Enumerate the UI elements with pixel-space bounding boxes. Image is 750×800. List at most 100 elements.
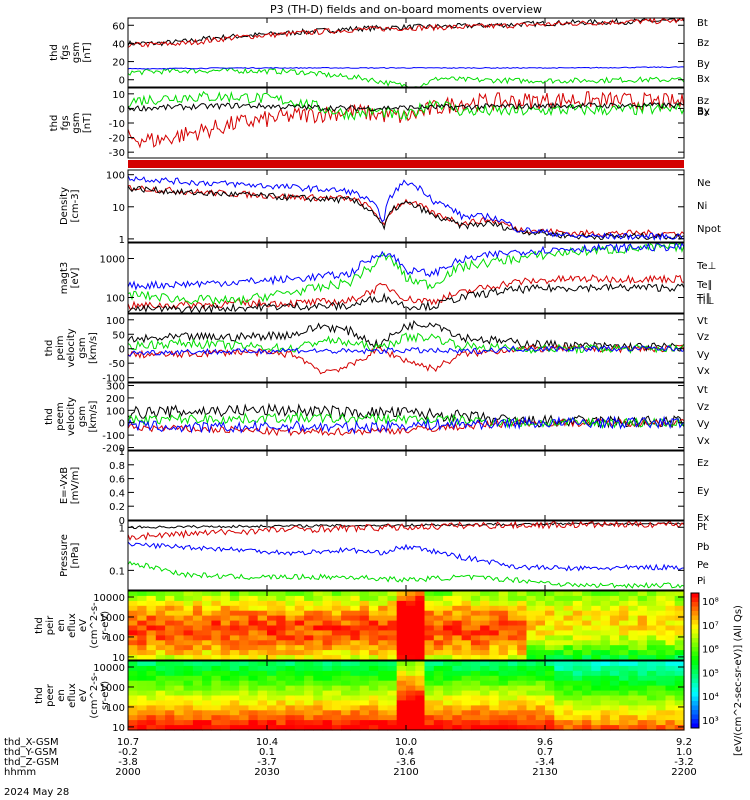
spectrogram-cell — [619, 615, 629, 622]
spectrogram-cell — [656, 630, 667, 636]
spectrogram-cell — [452, 661, 463, 667]
spectrogram-cell — [406, 655, 416, 661]
spectrogram-cell — [396, 705, 407, 711]
spectrogram-cell — [341, 605, 351, 612]
spectrogram-cell — [572, 630, 583, 636]
spectrogram-cell — [526, 615, 537, 622]
spectrogram-cell — [470, 710, 481, 716]
spectrogram-cell — [202, 625, 212, 631]
spectrogram-cell — [406, 630, 416, 636]
spectrogram-cell — [174, 710, 185, 716]
spectrogram-cell — [572, 661, 583, 667]
spectrogram-cell — [563, 700, 574, 706]
panel-frame — [127, 242, 685, 314]
spectrogram-cell — [211, 620, 222, 627]
spectrogram-cell — [637, 600, 648, 607]
spectrogram-cell — [304, 670, 314, 677]
spectrogram-cell — [600, 670, 611, 677]
spectrogram-cell — [656, 725, 667, 731]
spectrogram-cell — [545, 725, 555, 731]
spectrogram-cell — [378, 600, 389, 607]
spectrogram-cell — [128, 690, 138, 697]
spectrogram-cell — [609, 600, 620, 607]
spectrogram-cell — [220, 615, 231, 622]
spectrogram-cell — [563, 640, 574, 646]
spectrogram-cell — [341, 670, 351, 677]
spectrogram-cell — [674, 610, 685, 617]
spectrogram-cell — [646, 661, 657, 667]
colorbar-cell — [691, 593, 699, 598]
spectrogram-cell — [545, 625, 555, 631]
spectrogram-cell — [452, 700, 463, 706]
spectrogram-cell — [285, 600, 296, 607]
spectrogram-cell — [313, 615, 324, 622]
spectrogram-cell — [628, 715, 639, 721]
spectrogram-cell — [600, 675, 611, 682]
y-tick-label: 0.4 — [109, 488, 125, 499]
spectrogram-cell — [470, 600, 481, 607]
spectrogram-cell — [387, 680, 398, 687]
spectrogram-cell — [656, 645, 667, 651]
spectrogram-cell — [433, 595, 444, 602]
spectrogram-cell — [276, 615, 287, 622]
spectrogram-cell — [526, 670, 537, 677]
spectrogram-cell — [229, 610, 240, 617]
spectrogram-cell — [489, 635, 500, 641]
spectrogram-cell — [137, 720, 148, 726]
spectrogram-cell — [331, 655, 342, 661]
spectrogram-cell — [359, 685, 370, 692]
spectrogram-cell — [294, 695, 305, 701]
spectrogram-cell — [480, 670, 490, 677]
spectrogram-cell — [600, 665, 611, 672]
spectrogram-cell — [257, 640, 268, 646]
spectrogram-cell — [211, 710, 222, 716]
spectrogram-cell — [433, 645, 444, 651]
x-axis-value: -3.2 — [674, 757, 694, 768]
spectrogram-cell — [517, 595, 528, 602]
spectrogram-cell — [183, 625, 194, 631]
spectrogram-cell — [480, 620, 490, 627]
spectrogram-cell — [128, 695, 138, 701]
y-axis-label: en — [56, 689, 67, 702]
spectrogram-cell — [526, 650, 537, 656]
spectrogram-cell — [267, 610, 277, 617]
spectrogram-cell — [443, 690, 453, 697]
spectrogram-cell — [415, 661, 426, 667]
spectrogram-cell — [582, 620, 592, 627]
spectrogram-cell — [322, 710, 333, 716]
spectrogram-cell — [535, 675, 546, 682]
spectrogram-cell — [359, 630, 370, 636]
spectrogram-cell — [211, 591, 222, 597]
spectrogram-cell — [285, 591, 296, 597]
spectrogram-cell — [452, 670, 463, 677]
spectrogram-cell — [267, 690, 277, 697]
spectrogram-cell — [489, 705, 500, 711]
y-axis-label: (cm^2-s- — [89, 602, 100, 649]
spectrogram-cell — [674, 675, 685, 682]
spectrogram-cell — [174, 661, 185, 667]
spectrogram-cell — [387, 620, 398, 627]
spectrogram-cell — [267, 700, 277, 706]
spectrogram-cell — [322, 591, 333, 597]
spectrogram-cell — [192, 695, 203, 701]
spectrogram-cell — [443, 665, 453, 672]
spectrogram-cell — [461, 645, 472, 651]
spectrogram-cell — [304, 710, 314, 716]
spectrogram-cell — [591, 630, 602, 636]
spectrogram-cell — [155, 720, 166, 726]
spectrogram-cell — [461, 715, 472, 721]
spectrogram-cell — [368, 675, 379, 682]
spectrogram-cell — [128, 680, 138, 687]
spectrogram-cell — [554, 675, 565, 682]
spectrogram-cell — [582, 715, 592, 721]
spectrogram-cell — [229, 600, 240, 607]
spectrogram-cell — [267, 640, 277, 646]
legend-label-By: By — [697, 106, 710, 117]
y-tick-label: -30 — [109, 148, 125, 159]
spectrogram-cell — [554, 650, 565, 656]
spectrogram-cell — [165, 695, 175, 701]
spectrogram-cell — [563, 650, 574, 656]
spectrogram-cell — [609, 655, 620, 661]
spectrogram-cell — [554, 625, 565, 631]
spectrogram-cell — [656, 595, 667, 602]
